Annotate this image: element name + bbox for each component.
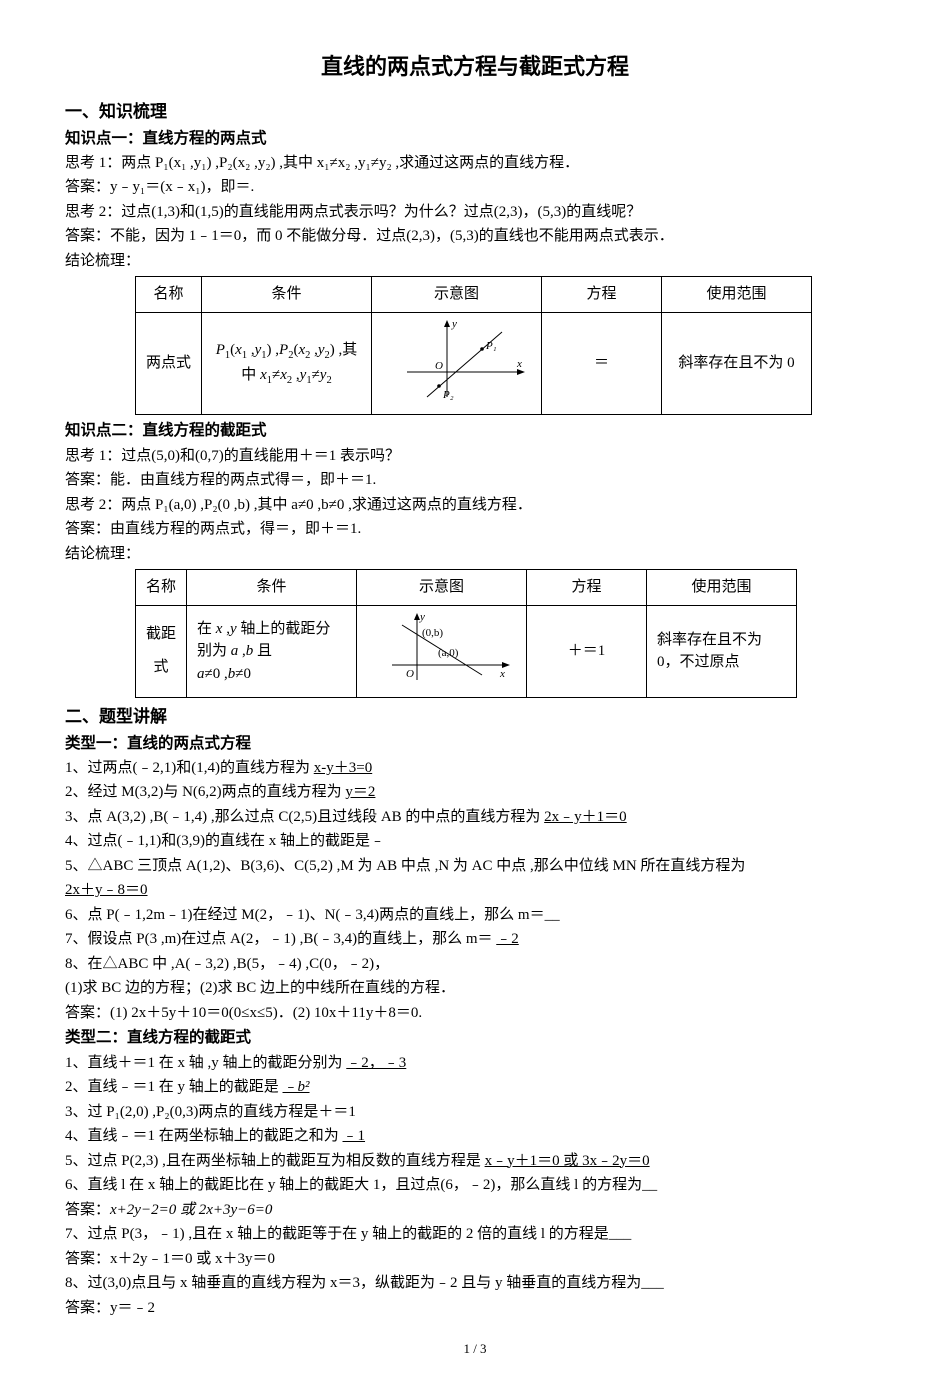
svg-text:x: x xyxy=(499,668,505,680)
t2-q3: 3、过 P₁(2,0) ,P₂(0,3)两点的直线方程是＋＝1 xyxy=(65,1101,885,1124)
t1-q7: 7、假设点 P(3 ,m)在过点 A(2，﹣1) ,B(﹣3,4)的直线上，那么… xyxy=(65,928,885,951)
t2-q5: 5、过点 P(2,3) ,且在两坐标轴上的截距互为相反数的直线方程是 x﹣y＋1… xyxy=(65,1150,885,1173)
t1-h1: 条件 xyxy=(202,277,372,313)
svg-text:(0,b): (0,b) xyxy=(422,627,443,639)
t2-q4: 4、直线﹣＝1 在两坐标轴上的截距之和为 ﹣1 xyxy=(65,1125,885,1148)
t1-eq: ＝ xyxy=(542,312,662,415)
k2-q2: 思考 2：两点 P₁(a,0) ,P₂(0 ,b) ,其中 a≠0 ,b≠0 ,… xyxy=(65,494,885,517)
k1-q2: 思考 2：过点(1,3)和(1,5)的直线能用两点式表示吗？为什么？过点(2,3… xyxy=(65,201,885,224)
k1-q1: 思考 1：两点 P₁(x₁ ,y₁) ,P₂(x₂ ,y₂) ,其中 x₁≠x₂… xyxy=(65,152,885,175)
k2-conclusion: 结论梳理： xyxy=(65,543,885,566)
table-two-point: 名称 条件 示意图 方程 使用范围 两点式 P1(x1 ,y1) ,P2(x2 … xyxy=(135,276,812,415)
diagram-intercept: (0,b) (a,0) y x O xyxy=(362,610,522,686)
type1-heading: 类型一：直线的两点式方程 xyxy=(65,732,885,755)
t1-range: 斜率存在且不为 0 xyxy=(662,312,812,415)
t1-name: 两点式 xyxy=(136,312,202,415)
t1-h4: 使用范围 xyxy=(662,277,812,313)
svg-text:y: y xyxy=(419,611,425,623)
t2-q8: 8、过(3,0)点且与 x 轴垂直的直线方程为 x＝3，纵截距为﹣2 且与 y … xyxy=(65,1272,885,1295)
svg-text:y: y xyxy=(451,318,457,330)
k1-a2: 答案：不能，因为 1﹣1＝0，而 0 不能做分母．过点(2,3)，(5,3)的直… xyxy=(65,225,885,248)
t2-a8: 答案：y＝﹣2 xyxy=(65,1297,885,1320)
svg-text:(a,0): (a,0) xyxy=(438,647,459,659)
t2-diagram: (0,b) (a,0) y x O xyxy=(357,605,527,698)
page-title: 直线的两点式方程与截距式方程 xyxy=(65,50,885,83)
svg-text:x: x xyxy=(516,358,522,370)
t1-cond: P1(x1 ,y1) ,P2(x2 ,y2) ,其中 x1≠x2 ,y1≠y2 xyxy=(202,312,372,415)
k2-q1: 思考 1：过点(5,0)和(0,7)的直线能用＋＝1 表示吗？ xyxy=(65,445,885,468)
k2-a2: 答案：由直线方程的两点式，得＝，即＋＝1. xyxy=(65,518,885,541)
t1-q3: 3、点 A(3,2) ,B(﹣1,4) ,那么过点 C(2,5)且过线段 AB … xyxy=(65,806,885,829)
t1-a8: 答案：(1) 2x＋5y＋10＝0(0≤x≤5)．(2) 10x＋11y＋8＝0… xyxy=(65,1002,885,1025)
page-number: 1 / 3 xyxy=(65,1339,885,1359)
section-1: 一、知识梳理 xyxy=(65,99,885,125)
t2-h4: 使用范围 xyxy=(647,570,797,606)
t2-q7: 7、过点 P(3，﹣1) ,且在 x 轴上的截距等于在 y 轴上的截距的 2 倍… xyxy=(65,1223,885,1246)
t1-a5: 2x＋y﹣8＝0 xyxy=(65,879,885,902)
k2-heading: 知识点二：直线方程的截距式 xyxy=(65,419,885,442)
t2-name: 截距式 xyxy=(136,605,187,698)
t2-q2: 2、直线﹣＝1 在 y 轴上的截距是 ﹣b² xyxy=(65,1076,885,1099)
t2-h2: 示意图 xyxy=(357,570,527,606)
t1-q4: 4、过点(﹣1,1)和(3,9)的直线在 x 轴上的截距是﹣ xyxy=(65,830,885,853)
t1-q8a: 8、在△ABC 中 ,A(﹣3,2) ,B(5，﹣4) ,C(0，﹣2)， xyxy=(65,953,885,976)
t1-diagram: P₁ P₂ y x O xyxy=(372,312,542,415)
k1-conclusion: 结论梳理： xyxy=(65,250,885,273)
t1-q8b: (1)求 BC 边的方程；(2)求 BC 边上的中线所在直线的方程． xyxy=(65,977,885,1000)
t2-a6: 答案：x+2y−2=0 或 2x+3y−6=0 xyxy=(65,1199,885,1222)
t1-q1: 1、过两点(﹣2,1)和(1,4)的直线方程为 x-y＋3=0 xyxy=(65,757,885,780)
t2-h1: 条件 xyxy=(187,570,357,606)
svg-text:P₂: P₂ xyxy=(442,389,454,401)
diagram-two-point: P₁ P₂ y x O xyxy=(377,317,537,403)
t1-h2: 示意图 xyxy=(372,277,542,313)
t1-h0: 名称 xyxy=(136,277,202,313)
svg-text:P₁: P₁ xyxy=(485,340,497,352)
t1-q2: 2、经过 M(3,2)与 N(6,2)两点的直线方程为 y＝2 xyxy=(65,781,885,804)
t2-eq: ＋＝1 xyxy=(527,605,647,698)
type2-heading: 类型二：直线方程的截距式 xyxy=(65,1026,885,1049)
t1-h3: 方程 xyxy=(542,277,662,313)
t2-q1: 1、直线＋＝1 在 x 轴 ,y 轴上的截距分别为 ﹣2，﹣3 xyxy=(65,1052,885,1075)
t1-q6: 6、点 P(﹣1,2m﹣1)在经过 M(2，﹣1)、N(﹣3,4)两点的直线上，… xyxy=(65,904,885,927)
section-2: 二、题型讲解 xyxy=(65,704,885,730)
t2-h0: 名称 xyxy=(136,570,187,606)
t2-h3: 方程 xyxy=(527,570,647,606)
t2-q6: 6、直线 l 在 x 轴上的截距比在 y 轴上的截距大 1，且过点(6，﹣2)，… xyxy=(65,1174,885,1197)
k1-heading: 知识点一：直线方程的两点式 xyxy=(65,127,885,150)
k2-a1: 答案：能．由直线方程的两点式得＝，即＋＝1. xyxy=(65,469,885,492)
t2-a7: 答案：x＋2y﹣1＝0 或 x＋3y＝0 xyxy=(65,1248,885,1271)
t2-cond: 在 x ,y 轴上的截距分别为 a ,b 且a≠0 ,b≠0 xyxy=(187,605,357,698)
t1-q5: 5、△ABC 三顶点 A(1,2)、B(3,6)、C(5,2) ,M 为 AB … xyxy=(65,855,885,878)
t2-range: 斜率存在且不为 0，不过原点 xyxy=(647,605,797,698)
k1-a1: 答案：y﹣y₁＝(x﹣x₁)，即＝. xyxy=(65,176,885,199)
svg-text:O: O xyxy=(435,360,443,372)
table-intercept: 名称 条件 示意图 方程 使用范围 截距式 在 x ,y 轴上的截距分别为 a … xyxy=(135,569,797,698)
svg-text:O: O xyxy=(406,668,414,680)
